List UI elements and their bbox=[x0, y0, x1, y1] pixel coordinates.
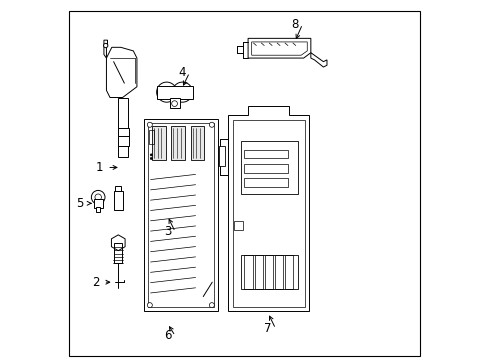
Bar bbox=[274, 255, 282, 289]
Polygon shape bbox=[111, 235, 125, 251]
Circle shape bbox=[147, 122, 152, 127]
Circle shape bbox=[172, 208, 192, 228]
Circle shape bbox=[177, 212, 188, 223]
Bar bbox=[264, 255, 272, 289]
Bar bbox=[156, 86, 192, 99]
Circle shape bbox=[103, 43, 108, 48]
Circle shape bbox=[171, 101, 177, 107]
Circle shape bbox=[209, 122, 214, 127]
Bar bbox=[115, 186, 121, 192]
Bar bbox=[114, 243, 122, 263]
Polygon shape bbox=[104, 40, 107, 58]
Bar bbox=[244, 178, 287, 187]
Circle shape bbox=[209, 303, 214, 308]
Bar bbox=[114, 191, 122, 211]
Bar bbox=[232, 120, 304, 307]
Text: 8: 8 bbox=[290, 18, 298, 31]
Bar bbox=[244, 164, 287, 173]
Circle shape bbox=[147, 303, 152, 308]
Polygon shape bbox=[106, 47, 137, 98]
Circle shape bbox=[91, 190, 105, 204]
Bar bbox=[244, 149, 287, 158]
Bar bbox=[147, 123, 214, 307]
Bar bbox=[152, 126, 165, 160]
Circle shape bbox=[172, 82, 192, 102]
Circle shape bbox=[156, 82, 176, 102]
Bar bbox=[171, 226, 180, 237]
Text: 6: 6 bbox=[163, 329, 171, 342]
Bar bbox=[169, 98, 179, 108]
Text: 3: 3 bbox=[163, 225, 171, 238]
Bar bbox=[117, 136, 129, 146]
Polygon shape bbox=[144, 119, 217, 311]
Text: 7: 7 bbox=[264, 322, 271, 335]
Text: 4: 4 bbox=[178, 66, 185, 79]
Circle shape bbox=[150, 157, 152, 159]
Bar bbox=[241, 140, 298, 194]
Polygon shape bbox=[228, 107, 308, 311]
Circle shape bbox=[177, 87, 187, 97]
Text: 5: 5 bbox=[76, 197, 83, 210]
Circle shape bbox=[150, 154, 152, 156]
Circle shape bbox=[158, 211, 171, 224]
Bar bbox=[190, 126, 204, 160]
Bar bbox=[233, 221, 242, 230]
Bar bbox=[219, 146, 224, 166]
Bar bbox=[284, 255, 292, 289]
Bar bbox=[244, 255, 252, 289]
Text: 1: 1 bbox=[95, 161, 103, 174]
Bar bbox=[149, 130, 153, 144]
Polygon shape bbox=[310, 53, 326, 67]
Text: 2: 2 bbox=[92, 276, 99, 289]
Circle shape bbox=[162, 87, 171, 97]
Polygon shape bbox=[247, 39, 310, 58]
Bar bbox=[254, 255, 262, 289]
Circle shape bbox=[153, 206, 176, 229]
Bar bbox=[96, 207, 100, 212]
Circle shape bbox=[172, 231, 178, 237]
Bar bbox=[117, 128, 129, 137]
Circle shape bbox=[95, 194, 101, 201]
Bar bbox=[118, 98, 128, 157]
Bar bbox=[171, 126, 184, 160]
Bar bbox=[94, 199, 102, 208]
Bar bbox=[241, 255, 298, 289]
Bar bbox=[153, 209, 190, 226]
